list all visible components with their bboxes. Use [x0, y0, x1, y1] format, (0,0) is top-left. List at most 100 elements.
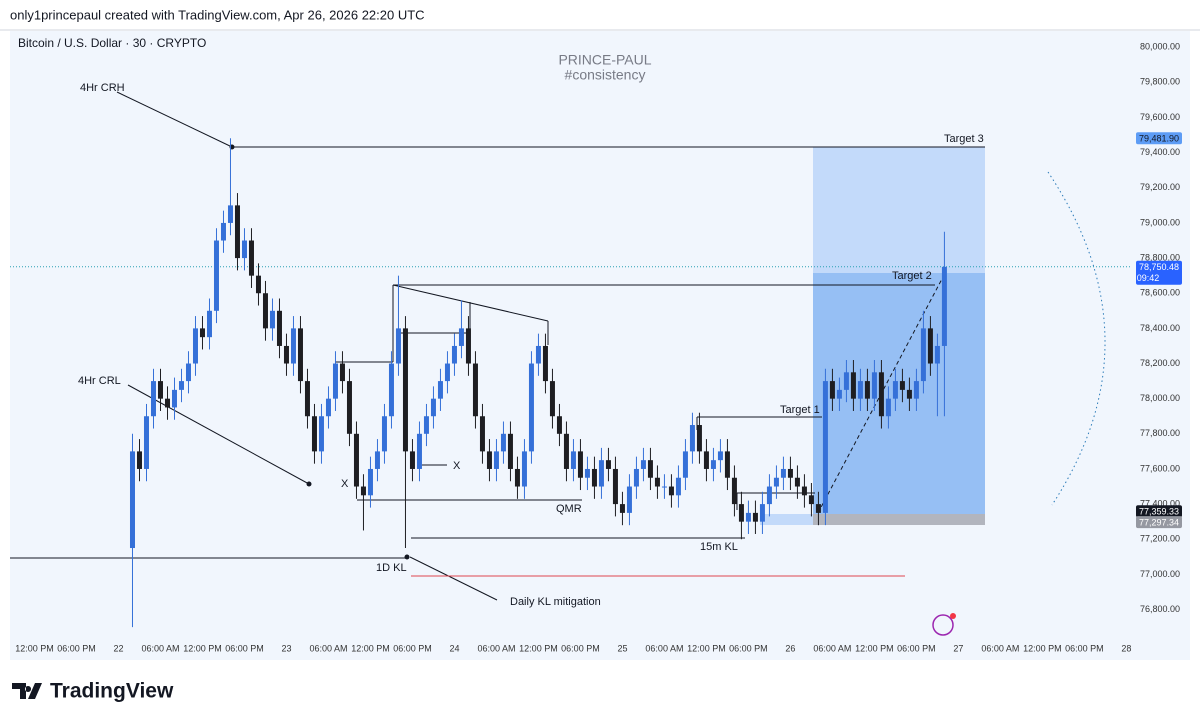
app-icon: [932, 614, 954, 636]
candle-body: [318, 416, 324, 452]
candle-body: [584, 468, 590, 478]
candle-body: [892, 381, 898, 399]
target-zone: [813, 147, 985, 273]
x-tick-label: 24: [449, 643, 459, 653]
candle-body: [654, 477, 660, 487]
candle-body: [801, 486, 807, 496]
candle-body: [871, 372, 877, 399]
x-tick-label: 06:00 AM: [309, 643, 347, 653]
candle-body: [360, 486, 366, 496]
candle-body: [675, 477, 681, 496]
candle-body: [759, 504, 765, 522]
logo: TradingView: [12, 680, 174, 703]
candle-body: [416, 433, 422, 469]
candle-body: [647, 460, 653, 478]
candle-body: [276, 310, 282, 346]
candle-body: [598, 460, 604, 487]
candle-body: [262, 293, 268, 329]
candle-body: [241, 240, 247, 259]
candle-body: [556, 416, 562, 434]
pointer: [116, 91, 233, 148]
candle-body: [563, 433, 569, 469]
candle-body: [395, 328, 401, 364]
candle-body: [521, 451, 527, 487]
candle-body: [885, 398, 891, 417]
candle-body: [528, 363, 534, 452]
watermark: #consistency: [565, 67, 646, 83]
candle-body: [745, 512, 751, 522]
candle-body: [619, 504, 625, 513]
candle-body: [899, 381, 905, 390]
candle-body: [192, 328, 198, 364]
candle-body: [661, 486, 667, 488]
x-tick-label: 06:00 AM: [981, 643, 1019, 653]
candle-body: [381, 416, 387, 452]
candle-body: [465, 328, 471, 364]
candle-body: [199, 328, 205, 338]
annotation: Daily KL mitigation: [510, 596, 601, 608]
candle-body: [255, 275, 261, 294]
x-tick-label: 12:00 PM: [351, 643, 390, 653]
pointer: [409, 556, 498, 601]
y-tick-label: 79,800.00: [1140, 77, 1180, 87]
candle-body: [822, 381, 828, 513]
candle-body: [689, 425, 695, 452]
candle-body: [388, 363, 394, 417]
candle-body: [269, 310, 275, 329]
candle-body: [542, 345, 548, 382]
candle-body: [766, 486, 772, 505]
y-tick-label: 79,600.00: [1140, 112, 1180, 122]
candle-body: [206, 310, 212, 338]
candle-body: [346, 381, 352, 434]
x-tick-label: 12:00 PM: [15, 643, 54, 653]
candle-body: [423, 416, 429, 434]
x-tick-label: 25: [617, 643, 627, 653]
candle-body: [633, 468, 639, 487]
candle-body: [920, 328, 926, 382]
candle-body: [451, 345, 457, 364]
y-tick-label: 79,000.00: [1140, 217, 1180, 227]
x-tick-label: 12:00 PM: [1023, 643, 1062, 653]
candle-body: [864, 381, 870, 399]
candle-body: [682, 451, 688, 478]
candle-body: [906, 389, 912, 399]
candle-body: [437, 381, 443, 399]
y-tick-label: 79,200.00: [1140, 182, 1180, 192]
candle-body: [612, 468, 618, 505]
y-tick-label: 78,200.00: [1140, 358, 1180, 368]
candle-body: [591, 468, 597, 487]
candle-body: [626, 486, 632, 513]
candle-body: [507, 433, 513, 469]
candle-body: [724, 451, 730, 478]
annotation: 1D KL: [376, 562, 407, 574]
app-icon-dot: [950, 613, 956, 619]
candle-body: [780, 468, 786, 478]
dot: [306, 481, 312, 487]
x-tick-label: 06:00 PM: [225, 643, 264, 653]
candle-body: [857, 381, 863, 399]
x-tick-label: 06:00 AM: [813, 643, 851, 653]
candle-body: [353, 433, 359, 487]
candle-body: [143, 416, 149, 469]
price-tag-label: 77,297.34: [1139, 518, 1179, 528]
annotation: X: [341, 478, 349, 490]
price-tag: [1136, 505, 1182, 518]
candle-body: [311, 416, 317, 452]
y-tick-label: 80,000.00: [1140, 42, 1180, 52]
y-tick-label: 78,400.00: [1140, 323, 1180, 333]
candle-body: [703, 451, 709, 469]
candle-body: [668, 486, 674, 496]
candle-body: [150, 381, 156, 417]
x-tick-label: 27: [953, 643, 963, 653]
byline: only1princepaul created with TradingView…: [10, 7, 425, 22]
candle-body: [836, 389, 842, 399]
annotation: Target 1: [780, 404, 820, 416]
candle-body: [402, 328, 408, 452]
candle-body: [577, 451, 583, 478]
candle-body: [493, 451, 499, 469]
candle-body: [136, 451, 142, 469]
candle-body: [787, 468, 793, 478]
candle-body: [444, 363, 450, 382]
price-tag-label: 78,750.48: [1139, 262, 1179, 272]
